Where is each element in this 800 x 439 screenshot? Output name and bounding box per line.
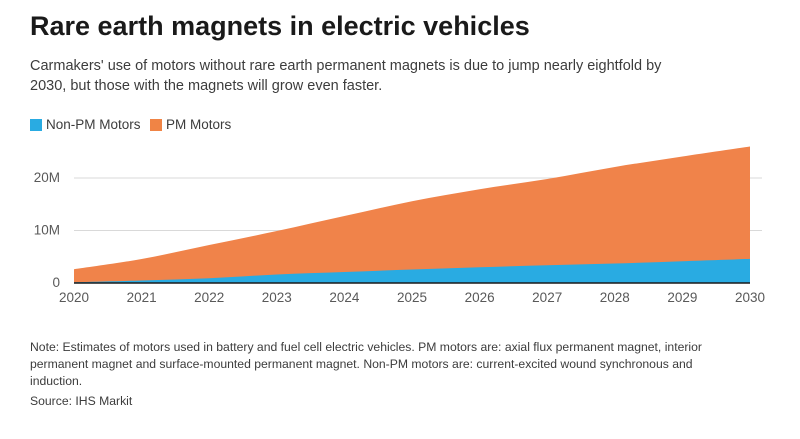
svg-text:10M: 10M: [34, 223, 60, 238]
svg-text:2029: 2029: [667, 290, 697, 305]
svg-text:2022: 2022: [194, 290, 224, 305]
svg-text:2020: 2020: [59, 290, 89, 305]
svg-text:2023: 2023: [262, 290, 292, 305]
svg-text:2021: 2021: [127, 290, 157, 305]
svg-text:20M: 20M: [34, 170, 60, 185]
svg-text:2025: 2025: [397, 290, 427, 305]
svg-text:0: 0: [52, 275, 60, 290]
svg-text:2030: 2030: [735, 290, 765, 305]
svg-text:2027: 2027: [532, 290, 562, 305]
svg-text:2026: 2026: [465, 290, 495, 305]
svg-text:2028: 2028: [600, 290, 630, 305]
svg-text:2024: 2024: [329, 290, 360, 305]
